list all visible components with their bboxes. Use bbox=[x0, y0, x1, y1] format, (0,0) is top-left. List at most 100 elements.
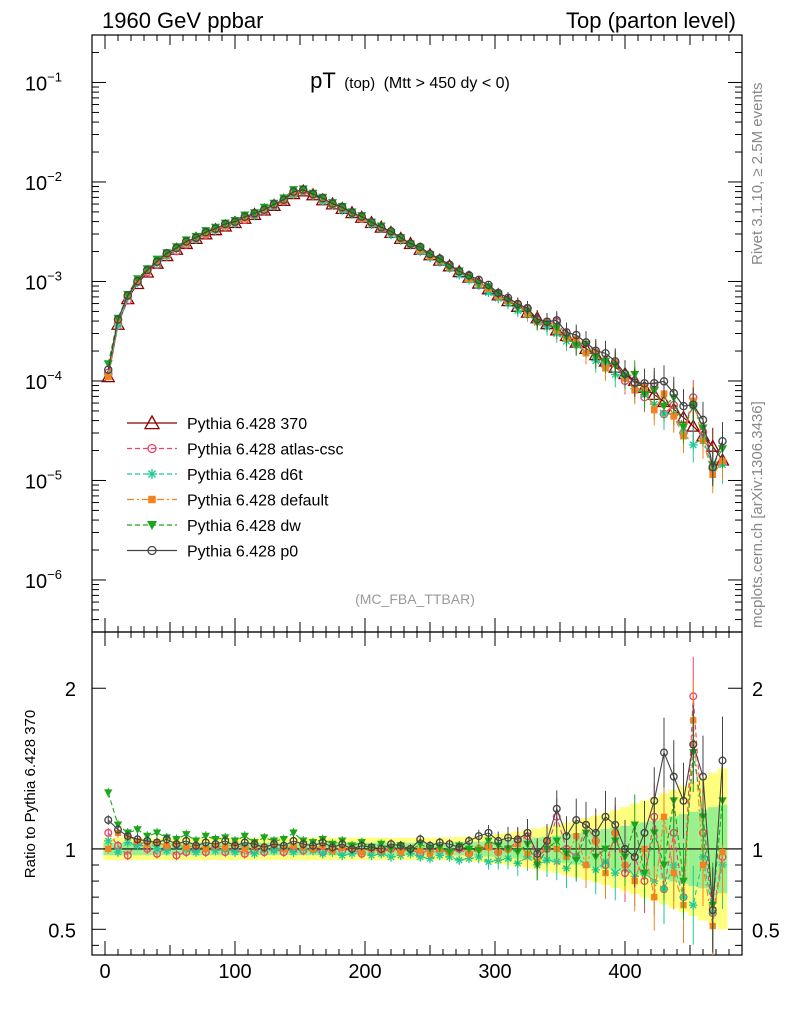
plot-title-cut: (Mtt > 450 dy < 0) bbox=[384, 75, 510, 92]
ratio-point bbox=[133, 835, 142, 844]
ratio-point bbox=[630, 821, 639, 830]
main-point bbox=[591, 346, 601, 355]
main-frame bbox=[91, 34, 743, 633]
ratio-point bbox=[455, 843, 464, 852]
ratio-point bbox=[308, 841, 318, 850]
ratio-point bbox=[562, 832, 571, 841]
legend-label: Pythia 6.428 default bbox=[187, 493, 329, 510]
ratio-point bbox=[172, 840, 181, 849]
rivet-label: Rivet 3.1.10, ≥ 2.5M events bbox=[749, 83, 766, 266]
ratio-point bbox=[581, 820, 591, 829]
ratio-point bbox=[455, 855, 464, 865]
ratio-point bbox=[397, 849, 404, 856]
ratio-point bbox=[347, 844, 357, 853]
x-tick-label: 400 bbox=[608, 961, 641, 983]
y-tick-label: 10−5 bbox=[25, 467, 62, 493]
main-point bbox=[670, 412, 678, 420]
ratio-point bbox=[533, 849, 542, 858]
main-point bbox=[269, 199, 279, 209]
ratio-point bbox=[201, 832, 210, 841]
legend-label: Pythia 6.428 dw bbox=[187, 518, 301, 535]
main-point bbox=[328, 199, 337, 208]
ratio-point bbox=[572, 816, 581, 825]
legend-marker bbox=[147, 545, 157, 556]
ratio-point bbox=[669, 772, 678, 781]
main-point bbox=[337, 203, 347, 212]
ratio-series-4 bbox=[104, 705, 727, 953]
ratio-point bbox=[679, 796, 688, 805]
main-point bbox=[259, 203, 269, 212]
main-point bbox=[571, 341, 581, 350]
main-point bbox=[113, 315, 123, 324]
ratio-point bbox=[162, 835, 171, 844]
ratio-point bbox=[230, 841, 240, 850]
main-point bbox=[181, 237, 191, 246]
ratio-point bbox=[417, 847, 424, 854]
ratio-point bbox=[269, 846, 279, 855]
main-point bbox=[191, 233, 201, 242]
ratio-point bbox=[718, 756, 727, 765]
legend-entry: Pythia 6.428 dw bbox=[127, 518, 301, 535]
legend-entry: Pythia 6.428 p0 bbox=[127, 544, 298, 561]
ratio-point bbox=[279, 841, 288, 850]
ratio-point bbox=[240, 832, 249, 841]
main-point bbox=[679, 423, 688, 432]
ratio-point bbox=[202, 845, 209, 853]
main-point bbox=[503, 293, 513, 303]
main-point bbox=[484, 280, 493, 290]
ratio-point bbox=[464, 836, 474, 845]
ratio-point bbox=[465, 850, 473, 857]
ratio-point bbox=[183, 844, 190, 851]
legend-marker bbox=[147, 521, 157, 530]
ratio-point bbox=[386, 840, 396, 849]
ratio-point bbox=[416, 835, 425, 844]
ratio-ylabel: Ratio to Pythia 6.428 370 bbox=[22, 710, 39, 878]
y-tick-label: 10−1 bbox=[25, 69, 62, 95]
main-point bbox=[601, 349, 610, 358]
main-point bbox=[659, 377, 669, 386]
ratio-point bbox=[426, 850, 434, 857]
main-point bbox=[688, 440, 698, 450]
x-tick-label: 100 bbox=[218, 961, 251, 983]
ratio-point bbox=[542, 836, 552, 845]
legend-label: Pythia 6.428 d6t bbox=[187, 467, 303, 484]
ratio-point bbox=[250, 849, 259, 858]
ratio-point bbox=[105, 845, 112, 853]
y-tick-label: 10−3 bbox=[25, 268, 62, 294]
ratio-point bbox=[670, 869, 677, 877]
legend-marker bbox=[148, 495, 156, 504]
main-point bbox=[133, 275, 142, 284]
ratio-point bbox=[163, 842, 170, 849]
main-point bbox=[650, 406, 658, 414]
ratio-point bbox=[152, 838, 162, 847]
ratio-point bbox=[406, 844, 415, 853]
main-point bbox=[104, 365, 113, 374]
legend-marker bbox=[147, 443, 157, 454]
ratio-point bbox=[611, 820, 620, 829]
main-point bbox=[630, 378, 640, 388]
ratio-line bbox=[107, 720, 724, 927]
ratio-point bbox=[123, 838, 132, 847]
main-point bbox=[669, 388, 679, 398]
main-point bbox=[289, 187, 298, 196]
ratio-point bbox=[630, 852, 639, 861]
main-point bbox=[259, 205, 269, 215]
main-point bbox=[347, 208, 357, 218]
main-point bbox=[640, 379, 649, 388]
ratio-point bbox=[289, 829, 298, 838]
ratio-point bbox=[152, 829, 162, 838]
main-point bbox=[172, 243, 181, 253]
main-point bbox=[308, 189, 318, 199]
main-point bbox=[103, 360, 113, 369]
ratio-point bbox=[650, 796, 659, 805]
ratio-point bbox=[719, 849, 726, 856]
ratio-point bbox=[328, 843, 337, 852]
main-point bbox=[698, 415, 708, 425]
energy-label: 1960 GeV ppbar bbox=[102, 8, 263, 33]
ratio-point bbox=[358, 849, 365, 856]
main-point bbox=[679, 401, 688, 411]
ratio-point bbox=[689, 900, 698, 910]
ratio-point bbox=[582, 861, 590, 869]
ratio-point bbox=[104, 789, 113, 797]
ratio-line bbox=[107, 840, 724, 914]
